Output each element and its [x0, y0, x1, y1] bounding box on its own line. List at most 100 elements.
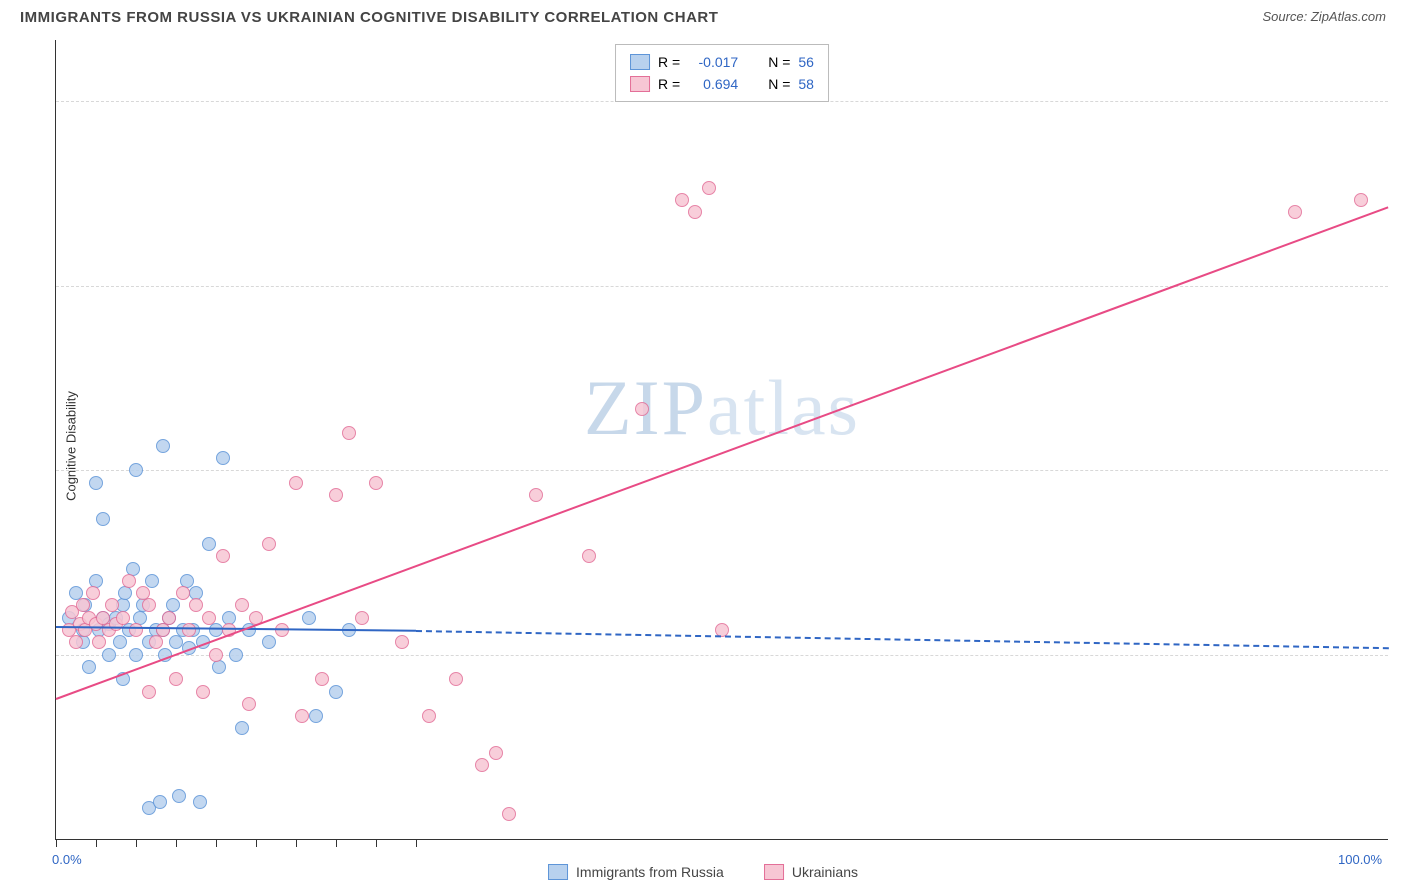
legend-swatch	[630, 54, 650, 70]
watermark: ZIPatlas	[584, 363, 860, 453]
data-point	[329, 685, 343, 699]
data-point	[118, 586, 132, 600]
data-point	[202, 611, 216, 625]
data-point	[169, 672, 183, 686]
source-value: ZipAtlas.com	[1311, 9, 1386, 24]
data-point	[235, 721, 249, 735]
data-point	[172, 789, 186, 803]
data-point	[129, 623, 143, 637]
data-point	[142, 598, 156, 612]
data-point	[92, 635, 106, 649]
y-tick-label: 60.0%	[1394, 94, 1406, 109]
data-point	[169, 635, 183, 649]
data-point	[289, 476, 303, 490]
data-point	[156, 439, 170, 453]
data-point	[189, 598, 203, 612]
legend-swatch	[764, 864, 784, 880]
data-point	[329, 488, 343, 502]
n-value: 58	[798, 73, 814, 95]
correlation-legend: R =-0.017N =56R =0.694N =58	[615, 44, 829, 102]
data-point	[69, 635, 83, 649]
bottom-legend: Immigrants from Russia Ukrainians	[548, 864, 858, 880]
x-tick	[176, 839, 177, 847]
data-point	[262, 635, 276, 649]
y-tick-label: 15.0%	[1394, 647, 1406, 662]
data-point	[96, 512, 110, 526]
data-point	[309, 709, 323, 723]
x-tick	[136, 839, 137, 847]
n-label: N =	[768, 51, 790, 73]
source-label: Source:	[1262, 9, 1310, 24]
x-tick	[296, 839, 297, 847]
data-point	[209, 623, 223, 637]
data-point	[395, 635, 409, 649]
data-point	[129, 648, 143, 662]
legend-item: Immigrants from Russia	[548, 864, 724, 880]
data-point	[315, 672, 329, 686]
data-point	[129, 463, 143, 477]
y-tick-label: 45.0%	[1394, 278, 1406, 293]
data-point	[105, 598, 119, 612]
data-point	[369, 476, 383, 490]
data-point	[156, 623, 170, 637]
data-point	[162, 611, 176, 625]
data-point	[688, 205, 702, 219]
data-point	[89, 476, 103, 490]
gridline	[56, 655, 1388, 656]
data-point	[193, 795, 207, 809]
data-point	[502, 807, 516, 821]
data-point	[145, 574, 159, 588]
legend-swatch	[630, 76, 650, 92]
data-point	[176, 586, 190, 600]
x-tick	[56, 839, 57, 847]
data-point	[86, 586, 100, 600]
x-tick	[376, 839, 377, 847]
data-point	[355, 611, 369, 625]
data-point	[529, 488, 543, 502]
data-point	[212, 660, 226, 674]
data-point	[242, 697, 256, 711]
legend-label: Ukrainians	[792, 864, 858, 880]
data-point	[489, 746, 503, 760]
data-point	[182, 623, 196, 637]
data-point	[295, 709, 309, 723]
data-point	[635, 402, 649, 416]
data-point	[342, 426, 356, 440]
data-point	[702, 181, 716, 195]
x-label: 100.0%	[1338, 852, 1382, 867]
legend-item: Ukrainians	[764, 864, 858, 880]
n-value: 56	[798, 51, 814, 73]
data-point	[102, 648, 116, 662]
data-point	[449, 672, 463, 686]
n-label: N =	[768, 73, 790, 95]
data-point	[122, 574, 136, 588]
x-tick	[216, 839, 217, 847]
data-point	[82, 660, 96, 674]
data-point	[196, 685, 210, 699]
legend-swatch	[548, 864, 568, 880]
chart-title: IMMIGRANTS FROM RUSSIA VS UKRAINIAN COGN…	[20, 9, 718, 26]
data-point	[113, 635, 127, 649]
data-point	[153, 795, 167, 809]
data-point	[582, 549, 596, 563]
source: Source: ZipAtlas.com	[1262, 8, 1386, 26]
legend-row: R =0.694N =58	[630, 73, 814, 95]
data-point	[1354, 193, 1368, 207]
r-value: 0.694	[688, 73, 738, 95]
data-point	[209, 648, 223, 662]
data-point	[149, 635, 163, 649]
trend-line-dashed	[416, 630, 1388, 649]
data-point	[262, 537, 276, 551]
data-point	[216, 451, 230, 465]
data-point	[216, 549, 230, 563]
data-point	[1288, 205, 1302, 219]
gridline	[56, 286, 1388, 287]
data-point	[422, 709, 436, 723]
r-value: -0.017	[688, 51, 738, 73]
x-tick	[336, 839, 337, 847]
scatter-plot: ZIPatlas 15.0%30.0%45.0%60.0%0.0%100.0%R…	[55, 40, 1388, 840]
x-tick	[96, 839, 97, 847]
data-point	[202, 537, 216, 551]
legend-label: Immigrants from Russia	[576, 864, 724, 880]
data-point	[235, 598, 249, 612]
